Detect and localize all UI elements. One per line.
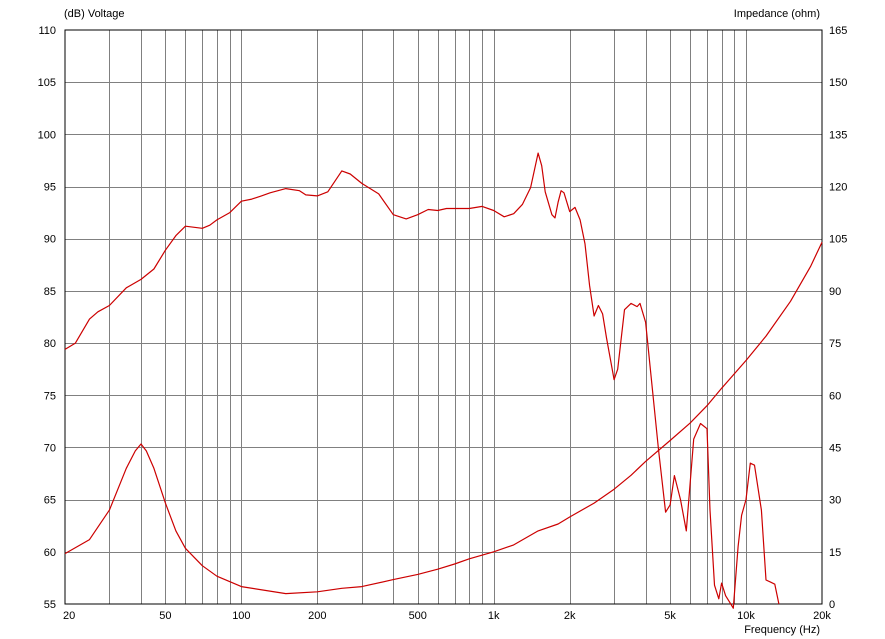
left-tick-label: 110 xyxy=(38,25,56,37)
left-tick-label: 70 xyxy=(44,442,56,454)
spl-voltage-curve xyxy=(64,152,780,609)
x-tick-label: 50 xyxy=(159,610,171,622)
left-tick-label: 80 xyxy=(44,338,56,350)
right-tick-label: 15 xyxy=(829,547,841,559)
right-tick-label: 90 xyxy=(829,286,841,298)
x-tick-label: 5k xyxy=(664,610,676,622)
x-tick-label: 1k xyxy=(488,610,500,622)
left-tick-label: 55 xyxy=(44,599,56,611)
left-tick-label: 100 xyxy=(38,129,56,141)
left-tick-label: 60 xyxy=(44,547,56,559)
right-axis-label: Impedance (ohm) xyxy=(734,8,820,20)
grid-lines xyxy=(65,30,822,604)
x-tick-label: 10k xyxy=(737,610,755,622)
right-tick-label: 105 xyxy=(829,234,847,246)
x-axis-label: Frequency (Hz) xyxy=(744,624,820,636)
right-tick-label: 150 xyxy=(829,77,847,89)
right-tick-label: 120 xyxy=(829,182,847,194)
left-tick-label: 105 xyxy=(38,77,56,89)
left-tick-label: 65 xyxy=(44,495,56,507)
left-tick-label: 85 xyxy=(44,286,56,298)
impedance-curve xyxy=(64,241,823,595)
x-tick-label: 20k xyxy=(813,610,831,622)
right-tick-label: 135 xyxy=(829,129,847,141)
x-tick-label: 200 xyxy=(308,610,326,622)
right-tick-label: 75 xyxy=(829,338,841,350)
right-tick-label: 30 xyxy=(829,495,841,507)
left-tick-label: 75 xyxy=(44,390,56,402)
right-tick-label: 165 xyxy=(829,25,847,37)
x-tick-label: 500 xyxy=(409,610,427,622)
right-tick-label: 45 xyxy=(829,442,841,454)
x-tick-label: 2k xyxy=(564,610,576,622)
right-tick-label: 0 xyxy=(829,599,835,611)
plot-frame xyxy=(64,29,823,605)
left-axis-label: (dB) Voltage xyxy=(64,8,125,20)
series-group xyxy=(64,152,823,609)
x-tick-label: 100 xyxy=(232,610,250,622)
tick-labels: 1101051009590858075706560551651501351201… xyxy=(38,25,848,622)
left-tick-label: 95 xyxy=(44,182,56,194)
right-tick-label: 60 xyxy=(829,390,841,402)
x-tick-label: 20 xyxy=(63,610,75,622)
left-tick-label: 90 xyxy=(44,234,56,246)
